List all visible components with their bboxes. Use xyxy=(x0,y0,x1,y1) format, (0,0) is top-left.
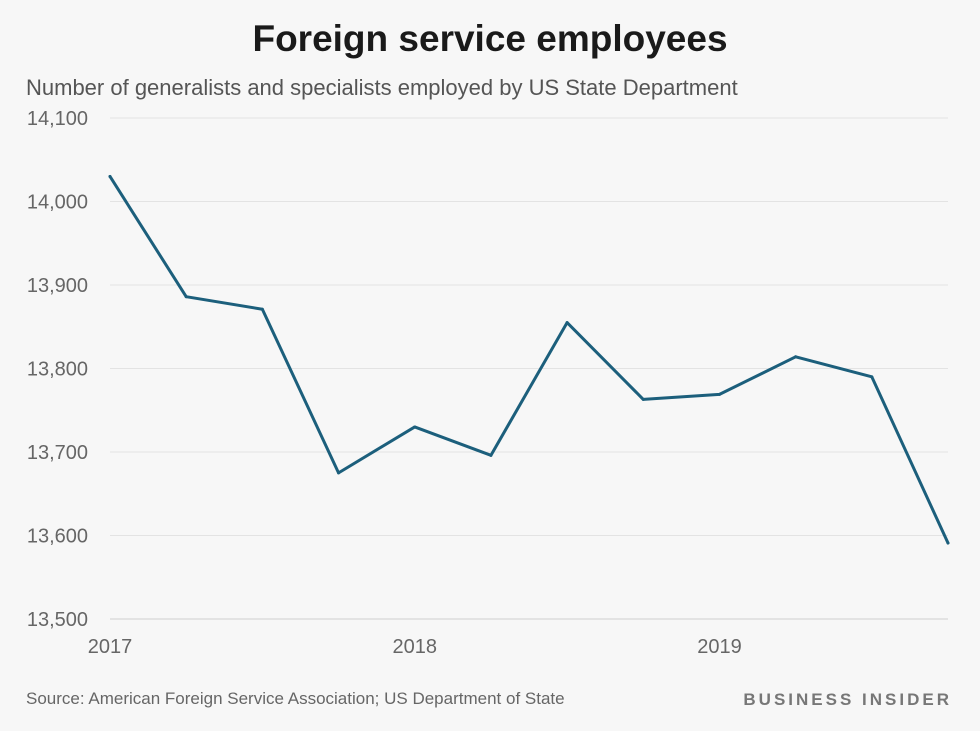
y-tick-label: 13,500 xyxy=(27,609,88,631)
chart-title: Foreign service employees xyxy=(252,18,728,59)
brand-logo: BUSINESS INSIDER xyxy=(743,690,952,709)
series-layer xyxy=(108,174,950,545)
data-point xyxy=(870,375,874,379)
x-tick-label: 2018 xyxy=(392,636,437,658)
y-tick-label: 13,800 xyxy=(27,359,88,381)
data-point xyxy=(946,541,950,545)
source-note: Source: American Foreign Service Associa… xyxy=(26,689,565,708)
data-point xyxy=(565,321,569,325)
y-axis-ticks: 13,500 13,600 13,700 13,800 13,900 14,000 14,1… xyxy=(27,108,88,631)
y-tick-label: 14,000 xyxy=(27,192,88,214)
y-tick-label: 13,700 xyxy=(27,442,88,464)
gridlines xyxy=(110,117,948,620)
x-tick-label: 2017 xyxy=(88,636,133,658)
data-point xyxy=(108,174,112,178)
chart-subtitle: Number of generalists and specialists em… xyxy=(26,75,738,100)
y-tick-label: 13,600 xyxy=(27,526,88,548)
data-point xyxy=(184,295,188,299)
x-tick-label: 2019 xyxy=(697,636,742,658)
y-tick-label: 14,100 xyxy=(27,108,88,130)
data-point xyxy=(337,471,341,475)
x-axis-ticks: 2017 2018 2019 xyxy=(88,636,742,658)
data-point xyxy=(717,392,721,396)
data-point xyxy=(413,425,417,429)
data-point xyxy=(489,453,493,457)
data-point xyxy=(641,397,645,401)
data-point xyxy=(794,355,798,359)
data-point xyxy=(260,307,264,311)
series-line xyxy=(108,174,950,545)
y-tick-label: 13,900 xyxy=(27,275,88,297)
